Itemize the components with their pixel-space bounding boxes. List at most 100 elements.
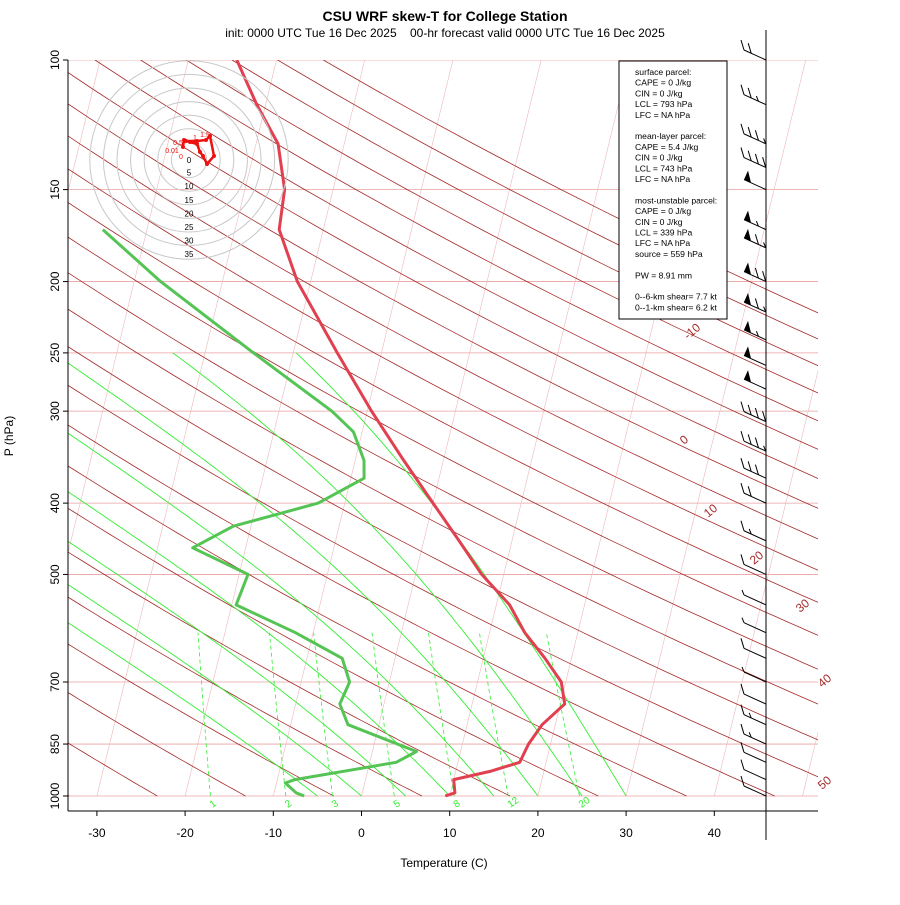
- barb-shaft: [744, 734, 766, 744]
- isotherm-label: 50: [815, 773, 834, 793]
- barb-half: [742, 618, 744, 623]
- barb-shaft: [744, 50, 766, 60]
- wind-barb: [741, 483, 766, 503]
- wind-barb: [741, 760, 766, 780]
- dry-adiabat: [323, 60, 900, 796]
- hodograph-point: [184, 139, 188, 143]
- stats-line: CIN = 0 J/kg: [635, 217, 683, 227]
- barb-pennant: [744, 263, 751, 275]
- wind-barb: [744, 211, 766, 230]
- x-axis-title: Temperature (C): [400, 856, 487, 870]
- barb-full: [741, 402, 744, 412]
- wind-barb: [744, 293, 766, 312]
- wind-barb: [741, 402, 766, 422]
- barb-shaft: [744, 531, 766, 541]
- barb-shaft: [744, 95, 766, 105]
- x-tick-label: 30: [619, 826, 633, 840]
- barb-full: [741, 40, 744, 50]
- stats-line: PW = 8.91 mm: [635, 270, 692, 280]
- stats-line: CAPE = 0 J/kg: [635, 78, 691, 88]
- barb-half: [742, 590, 744, 595]
- wind-barb: [742, 590, 766, 605]
- temperature-profile: [237, 60, 565, 796]
- dry-adiabat: [0, 60, 900, 796]
- hodograph-ring-label: 30: [185, 237, 194, 246]
- hodograph-ring-label: 10: [185, 182, 194, 191]
- stats-line: CAPE = 5.4 J/kg: [635, 142, 699, 152]
- barb-shaft: [744, 623, 766, 633]
- barb-full: [741, 554, 744, 564]
- hodograph-point: [212, 154, 216, 158]
- background-layers: [0, 60, 900, 796]
- stats-line: surface parcel:: [635, 67, 691, 77]
- dry-adiabat: [0, 60, 687, 796]
- isotherm-line: [803, 60, 900, 796]
- barb-shaft: [744, 770, 766, 780]
- barb-shaft: [744, 752, 766, 762]
- barb-full: [741, 124, 744, 134]
- y-tick-label: 200: [48, 271, 62, 291]
- dry-adiabat: [49, 60, 900, 796]
- barb-pennant: [744, 211, 751, 223]
- x-tick-label: -30: [88, 826, 106, 840]
- barb-full: [741, 148, 744, 158]
- barb-full: [741, 638, 744, 648]
- barb-full: [741, 705, 744, 715]
- dry-adiabat: [0, 60, 900, 796]
- wind-barb: [744, 346, 766, 365]
- y-tick-label: 1000: [48, 782, 62, 809]
- y-tick-label: 850: [48, 734, 62, 754]
- y-tick-label: 100: [48, 50, 62, 70]
- chart-title: CSU WRF skew-T for College Station: [322, 8, 567, 24]
- x-tick-label: 20: [531, 826, 545, 840]
- hodograph-label: 0: [179, 154, 183, 161]
- barb-shaft: [744, 493, 766, 503]
- dry-adiabat: [278, 60, 900, 796]
- barb-shaft: [744, 694, 766, 704]
- wind-barb: [742, 618, 766, 633]
- chart-subtitle: init: 0000 UTC Tue 16 Dec 2025 00-hr for…: [225, 26, 665, 40]
- x-tick-label: 0: [358, 826, 365, 840]
- barb-full: [763, 157, 766, 167]
- hodograph-ring-label: 5: [187, 169, 192, 178]
- barb-full: [763, 271, 766, 281]
- stats-line: source = 559 hPa: [635, 249, 703, 259]
- barb-pennant: [744, 171, 751, 183]
- mixing-ratio-line: [198, 633, 210, 796]
- dry-adiabat: [232, 60, 900, 796]
- dry-adiabat: [0, 60, 598, 796]
- isotherm-label: 10: [701, 501, 720, 521]
- barb-shaft: [744, 648, 766, 658]
- stats-line: LCL = 339 hPa: [635, 228, 692, 238]
- mixing-ratio-label: 3: [330, 798, 341, 810]
- mixing-ratio-label: 1: [208, 798, 219, 810]
- barb-shaft: [744, 379, 766, 389]
- dry-adiabat: [0, 60, 510, 796]
- barb-pennant: [744, 229, 751, 241]
- wind-barb: [744, 229, 766, 248]
- hodograph-label: 0.5: [173, 140, 183, 147]
- isotherm-label: 40: [815, 671, 834, 691]
- y-tick-label: 150: [48, 179, 62, 199]
- wind-barb: [741, 148, 766, 168]
- isotherm-line: [362, 60, 542, 796]
- wind-barb: [741, 638, 766, 658]
- dry-adiabat: [0, 60, 900, 796]
- stats-line: 0--6-km shear= 7.7 kt: [635, 292, 718, 302]
- barb-full: [741, 85, 744, 95]
- y-tick-label: 400: [48, 493, 62, 513]
- barb-pennant: [744, 293, 751, 305]
- hodograph-point: [188, 140, 192, 144]
- x-tick-label: -10: [265, 826, 283, 840]
- stats-line: LFC = NA hPa: [635, 110, 690, 120]
- barb-pennant: [744, 321, 751, 333]
- hodograph-ring-label: 15: [185, 196, 194, 205]
- stats-line: CAPE = 0 J/kg: [635, 206, 691, 216]
- dry-adiabat: [186, 60, 900, 796]
- barb-full: [741, 521, 744, 531]
- stats-line: 0--1-km shear= 6.2 kt: [635, 302, 718, 312]
- y-tick-label: 500: [48, 564, 62, 584]
- dry-adiabat: [0, 60, 900, 796]
- barb-full: [741, 458, 744, 468]
